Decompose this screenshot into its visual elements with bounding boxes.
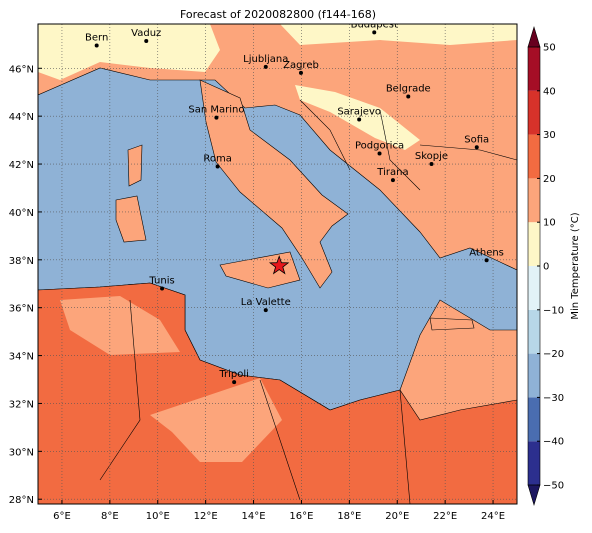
colorbar-tick-label: 30 [543, 130, 556, 141]
colorbar-band [528, 309, 540, 354]
city-label: Belgrade [386, 84, 431, 95]
colorbar-band [528, 178, 540, 223]
colorbar-band [528, 134, 540, 179]
y-tick-label: 28°N [9, 495, 34, 506]
city-dot [390, 178, 395, 183]
city-dot [215, 164, 220, 169]
land [60, 296, 180, 355]
city-dot [474, 145, 479, 150]
city-label: Bern [85, 33, 108, 44]
colorbar-band [528, 90, 540, 135]
y-tick-label: 34°N [9, 352, 34, 363]
colorbar-tick-label: 40 [543, 86, 556, 97]
city-dot [484, 258, 489, 263]
city-label: Sofia [464, 134, 489, 145]
y-tick-label: 36°N [9, 304, 34, 315]
city-label: Roma [203, 153, 232, 164]
city-dot [263, 308, 268, 313]
city-label: Budapest [351, 19, 398, 30]
x-tick-label: 22°E [433, 511, 457, 522]
x-tick-label: 12°E [194, 511, 218, 522]
grid [38, 24, 517, 504]
city-label: Vaduz [131, 28, 161, 39]
city-dot [144, 38, 149, 43]
colorbar-tick-label: −20 [543, 349, 564, 360]
city-dot [406, 94, 411, 99]
city-dot [263, 64, 268, 69]
city-dot [429, 162, 434, 167]
colorbar-band [528, 353, 540, 398]
colorbar-tick-label: 50 [543, 43, 556, 54]
crete [429, 317, 475, 331]
city-label: Tripoli [218, 369, 249, 380]
axes: 6°E 8°E 10°E 12°E 14°E 16°E 18°E 20°E 22°E 24°E 28… [9, 64, 505, 522]
city-dot [372, 30, 377, 35]
x-tick-label: 8°E [101, 511, 119, 522]
city-label: Skopje [415, 151, 448, 162]
city-dot [377, 151, 382, 156]
city-dot [357, 117, 362, 122]
colorbar-tick-label: −40 [543, 437, 564, 448]
colorbar-band [528, 266, 540, 310]
city-label: Ljubljana [243, 54, 288, 65]
y-tick-label: 38°N [9, 256, 34, 267]
corsica [127, 144, 143, 187]
colorbar-tick-label: 0 [543, 262, 549, 273]
forecast-marker [268, 255, 290, 275]
colorbar-band [528, 222, 540, 266]
y-tick-label: 32°N [9, 399, 34, 410]
colorbar-tick-label: 20 [543, 174, 556, 185]
italy [199, 79, 349, 289]
y-tick-label: 40°N [9, 208, 34, 219]
colorbar-band [528, 47, 540, 91]
x-tick-label: 6°E [53, 511, 71, 522]
city-label: Tirana [376, 167, 408, 178]
city-dot [298, 70, 303, 75]
map-title: Forecast of 2020082800 (f144-168) [180, 8, 376, 21]
colorbar-under [527, 484, 541, 507]
y-tick-label: 30°N [9, 447, 34, 458]
land [150, 378, 282, 462]
city-label: Podgorica [355, 141, 404, 152]
y-tick-label: 44°N [9, 112, 34, 123]
colorbar-tick-label: −30 [543, 393, 564, 404]
y-tick-label: 42°N [9, 160, 34, 171]
x-tick-label: 10°E [146, 511, 170, 522]
colorbar-label: Min Temperature (°C) [570, 212, 581, 319]
colorbar-band [528, 397, 540, 442]
colorbar-over [527, 25, 541, 48]
colorbar-tick-label: −50 [543, 481, 564, 492]
city-label: San Marino [188, 105, 244, 116]
cool-land [295, 85, 420, 150]
border [99, 99, 517, 504]
y-tick-label: 46°N [9, 64, 34, 75]
city-dot [214, 115, 219, 120]
city-label: La Valette [241, 297, 291, 308]
x-tick-label: 18°E [337, 511, 361, 522]
x-tick-label: 14°E [242, 511, 266, 522]
x-tick-label: 16°E [289, 511, 313, 522]
city-label: Zagreb [283, 60, 319, 71]
x-tick-label: 24°E [481, 511, 505, 522]
city-dot [160, 286, 165, 291]
colorbar-tick-label: 10 [543, 218, 556, 229]
cool-land [280, 24, 517, 45]
colorbar: −50 −40 −30 −20 −10 0 10 20 30 40 50 [527, 25, 564, 507]
city-label: Sarajevo [337, 107, 381, 118]
city-label: Tunis [148, 276, 174, 287]
map-frame [37, 23, 518, 505]
colorbar-tick-label: −10 [543, 305, 564, 316]
colorbar-band [528, 441, 540, 485]
sardinia [115, 195, 147, 243]
city-dot [94, 43, 99, 48]
x-tick-label: 20°E [385, 511, 409, 522]
city-dot [232, 380, 237, 385]
cool-land [38, 24, 220, 80]
city-label: Athens [469, 247, 504, 258]
